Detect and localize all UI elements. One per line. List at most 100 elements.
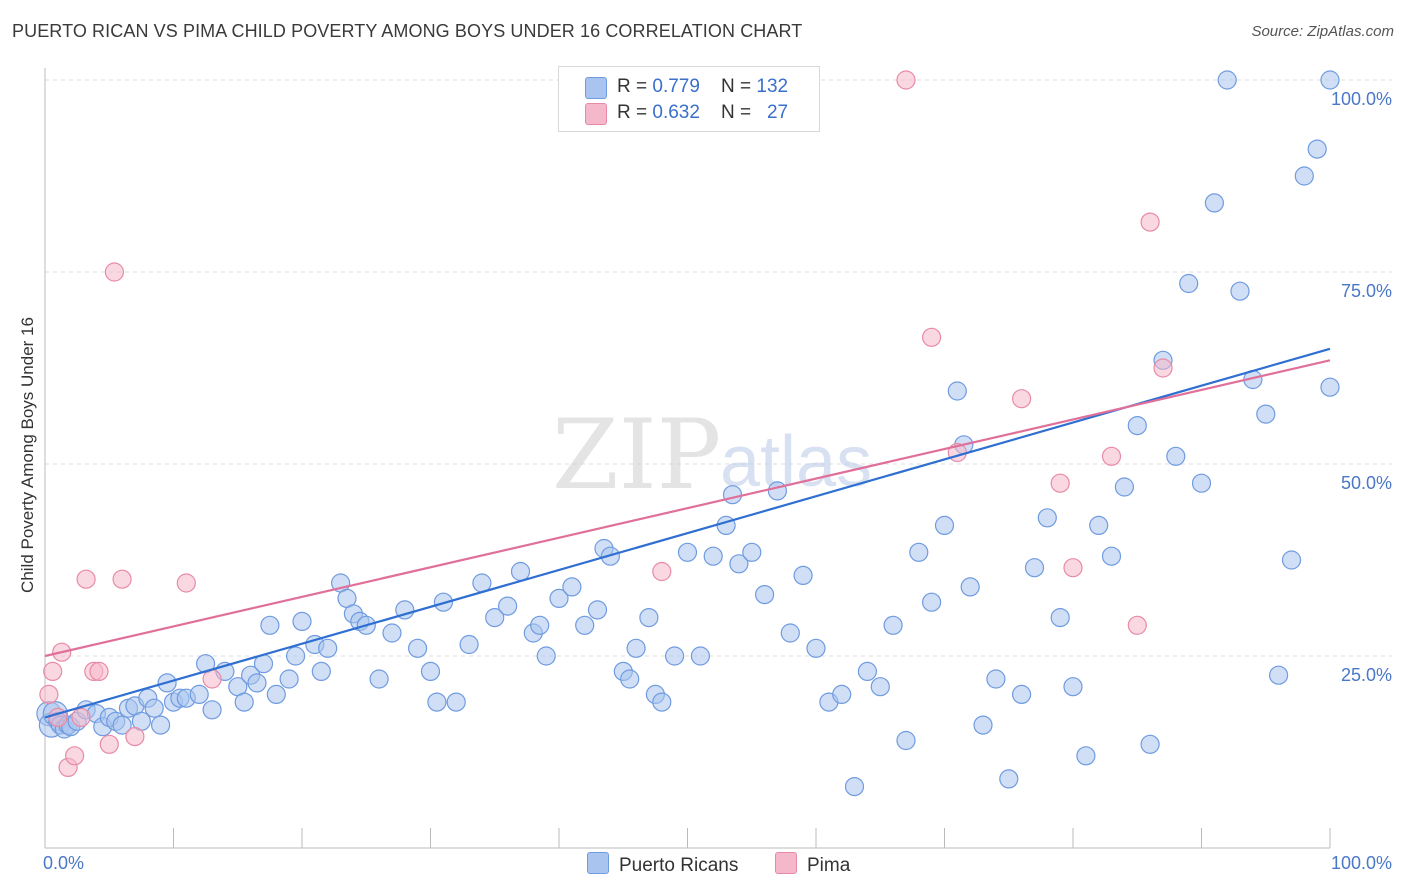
puerto-rican-point bbox=[652, 692, 672, 712]
watermark-atlas: atlas bbox=[720, 422, 872, 502]
legend-swatch-blue bbox=[585, 77, 607, 99]
puerto-rican-point bbox=[883, 615, 903, 635]
puerto-rican-point bbox=[1179, 273, 1199, 294]
puerto-rican-point bbox=[620, 669, 640, 689]
puerto-rican-point bbox=[986, 669, 1006, 689]
puerto-ricans-points bbox=[36, 70, 1340, 797]
puerto-rican-point bbox=[562, 577, 582, 597]
y-tick-label: 25.0% bbox=[1341, 665, 1392, 685]
puerto-rican-point bbox=[369, 669, 389, 689]
trend-lines bbox=[44, 347, 1331, 719]
puerto-rican-point bbox=[1320, 377, 1340, 397]
pima-point bbox=[176, 573, 196, 593]
legend-n-value: 27 bbox=[766, 102, 789, 123]
puerto-rican-point bbox=[793, 565, 813, 586]
puerto-rican-point bbox=[664, 646, 685, 666]
axis-layer bbox=[44, 68, 1331, 849]
x-tick-label: 0.0% bbox=[43, 853, 84, 873]
legend-n-label: N = bbox=[721, 102, 757, 123]
bottom-legend-label: Pima bbox=[807, 855, 851, 876]
puerto-rican-point bbox=[292, 611, 312, 632]
puerto-rican-point bbox=[575, 615, 595, 635]
legend-n-value: 132 bbox=[756, 76, 789, 97]
pima-point bbox=[1063, 558, 1083, 578]
pima-point bbox=[104, 262, 125, 282]
puerto-rican-point bbox=[549, 588, 569, 609]
puerto-rican-point bbox=[947, 381, 967, 401]
puerto-rican-point bbox=[1166, 446, 1186, 466]
chart-title: PUERTO RICAN VS PIMA CHILD POVERTY AMONG… bbox=[12, 21, 803, 41]
puerto-rican-point bbox=[921, 592, 942, 612]
puerto-rican-point bbox=[639, 607, 659, 628]
puerto-rican-point bbox=[1230, 281, 1250, 301]
puerto-rican-point bbox=[1281, 550, 1302, 570]
bottom-legend-puerto-ricans: Puerto Ricans bbox=[587, 852, 738, 877]
pima-point bbox=[1127, 615, 1147, 635]
puerto-rican-point bbox=[1114, 477, 1135, 497]
puerto-rican-point bbox=[999, 769, 1019, 789]
y-tick-label: 100.0% bbox=[1331, 89, 1392, 109]
puerto-rican-point bbox=[1011, 684, 1032, 705]
pima-point bbox=[99, 734, 119, 754]
puerto-rican-point bbox=[1191, 473, 1212, 493]
puerto-rican-point bbox=[510, 561, 531, 582]
puerto-rican-point bbox=[530, 615, 550, 635]
puerto-rican-point bbox=[677, 542, 698, 562]
legend-n-label: N = bbox=[721, 76, 757, 97]
puerto-rican-point bbox=[729, 554, 749, 574]
pima-point bbox=[202, 669, 222, 689]
puerto-rican-point bbox=[1217, 70, 1237, 90]
puerto-rican-point bbox=[318, 638, 338, 658]
puerto-rican-point bbox=[234, 692, 254, 712]
puerto-rican-point bbox=[832, 684, 852, 705]
puerto-rican-point bbox=[1063, 677, 1083, 697]
puerto-rican-point bbox=[260, 615, 280, 635]
legend-r-value: 0.632 bbox=[652, 102, 700, 123]
puerto-rican-point bbox=[311, 661, 331, 682]
pima-point bbox=[76, 569, 96, 589]
puerto-rican-point bbox=[1307, 139, 1327, 159]
puerto-rican-point bbox=[408, 638, 428, 658]
bottom-legend-swatch-blue bbox=[587, 852, 609, 874]
puerto-rican-point bbox=[1256, 404, 1276, 424]
puerto-rican-point bbox=[806, 638, 826, 658]
puerto-rican-point bbox=[1320, 70, 1340, 90]
bottom-legend-label: Puerto Ricans bbox=[619, 855, 739, 876]
puerto-rican-point bbox=[286, 646, 306, 666]
puerto-rican-point bbox=[960, 577, 980, 597]
puerto-rican-point bbox=[382, 623, 402, 643]
puerto-rican-point bbox=[870, 677, 890, 697]
puerto-rican-point bbox=[857, 661, 878, 682]
puerto-rican-point bbox=[1140, 734, 1160, 754]
legend-swatch-pink bbox=[585, 103, 607, 125]
pima-point bbox=[112, 569, 132, 589]
pima-point bbox=[71, 707, 91, 728]
tick-labels: 25.0% 50.0% 75.0% 100.0% 0.0% 100.0% bbox=[43, 89, 1392, 873]
puerto-rican-point bbox=[459, 634, 479, 655]
puerto-rican-point bbox=[1127, 416, 1147, 436]
puerto-rican-point bbox=[144, 698, 164, 718]
puerto-rican-point bbox=[202, 700, 222, 720]
pima-point bbox=[1050, 473, 1070, 493]
pima-point bbox=[125, 726, 145, 747]
legend-r-value: 0.779 bbox=[652, 76, 700, 97]
pima-trend-line bbox=[44, 359, 1331, 658]
pima-points bbox=[39, 70, 1173, 778]
grid-layer bbox=[45, 79, 1392, 657]
pima-point bbox=[43, 661, 63, 682]
puerto-rican-point bbox=[498, 596, 518, 616]
puerto-rican-point bbox=[767, 481, 788, 501]
puerto-rican-point bbox=[112, 715, 132, 735]
puerto-rican-point bbox=[1089, 515, 1109, 536]
pima-point bbox=[896, 70, 916, 90]
puerto-rican-point bbox=[1204, 193, 1225, 213]
puerto-rican-point bbox=[536, 646, 556, 666]
puerto-rican-point bbox=[1101, 546, 1122, 566]
puerto-rican-point bbox=[934, 515, 955, 536]
pima-point bbox=[1101, 446, 1122, 466]
puerto-rican-point bbox=[1037, 508, 1057, 528]
source-label: Source: ZipAtlas.com bbox=[1251, 23, 1394, 40]
puerto-rican-point bbox=[1076, 746, 1096, 766]
puerto-rican-point bbox=[1050, 607, 1070, 628]
